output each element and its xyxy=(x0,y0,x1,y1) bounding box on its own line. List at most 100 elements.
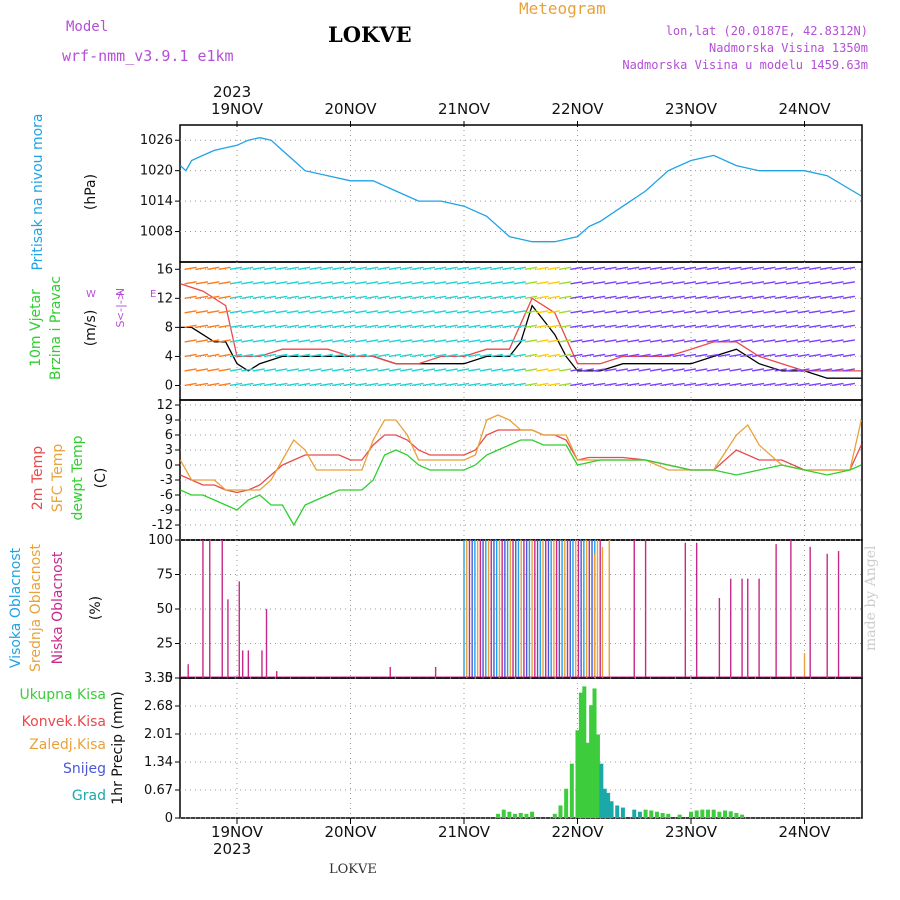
wind-arrow xyxy=(366,266,379,270)
wind-arrow xyxy=(751,339,765,343)
precip-ytick-label: 0 xyxy=(165,811,173,826)
wind-arrow xyxy=(820,324,833,329)
wind-arrow xyxy=(297,382,311,387)
wind-arrow xyxy=(786,295,799,300)
wind-arrow xyxy=(661,353,674,358)
wind-arrow xyxy=(490,353,504,358)
precip-bar xyxy=(575,730,580,818)
wind-arrow xyxy=(207,382,220,387)
wind-arrow xyxy=(490,295,504,300)
wind-arrow xyxy=(661,295,674,300)
wind-arrow xyxy=(184,266,197,270)
wind-arrow xyxy=(649,310,663,314)
wind-arrow xyxy=(763,310,776,314)
wind-arrow xyxy=(218,339,231,343)
wind-arrow xyxy=(218,324,231,329)
wind-arrow xyxy=(831,310,844,314)
precip-bar xyxy=(700,809,705,818)
precip-legend-0: Ukupna Kisa xyxy=(19,687,106,703)
wind-arrow xyxy=(286,266,299,270)
wind-arrow xyxy=(456,310,470,314)
wind-arrow xyxy=(422,353,436,358)
wind-arrow xyxy=(661,281,674,285)
wind-arrow xyxy=(400,368,413,372)
precip-bar xyxy=(689,811,693,818)
wind-arrow xyxy=(774,281,787,285)
wind-arrow xyxy=(479,353,492,358)
x-label-bottom: 19NOV xyxy=(211,823,264,841)
wind-arrow xyxy=(695,324,708,329)
wind-arrow xyxy=(672,339,685,343)
precip-bar xyxy=(552,813,557,818)
precip-ytick-label: 0.67 xyxy=(144,783,173,798)
wind-arrow xyxy=(241,281,254,285)
wind-arrow xyxy=(808,324,821,329)
series-speed xyxy=(180,304,862,379)
wind-arrow xyxy=(786,310,799,314)
wind-arrow xyxy=(434,368,447,372)
wind-arrow xyxy=(468,281,481,285)
wind-arrow xyxy=(842,339,856,343)
wind-ytick-label: 4 xyxy=(165,349,173,364)
wind-arrow xyxy=(842,281,856,285)
wind-arrow xyxy=(581,368,594,372)
wind-arrow xyxy=(388,310,402,314)
precip-bar xyxy=(615,805,620,818)
wind-arrow xyxy=(207,339,220,343)
clouds-ytick-label: 100 xyxy=(148,533,173,548)
wind-arrow xyxy=(422,339,436,343)
x-label-bottom: 24NOV xyxy=(778,823,831,841)
wind-arrow xyxy=(581,295,594,300)
wind-arrow xyxy=(547,368,560,372)
wind-arrow xyxy=(683,266,697,270)
wind-arrow xyxy=(820,281,833,285)
wind-arrow xyxy=(615,324,629,329)
wind-arrow xyxy=(388,266,402,270)
wind-arrow xyxy=(706,266,719,270)
wind-arrow xyxy=(638,339,651,343)
wind-arrow xyxy=(524,368,538,372)
wind-arrow xyxy=(445,368,458,372)
wind-arrow xyxy=(309,339,322,343)
wind-arrow xyxy=(195,266,209,270)
wind-arrow xyxy=(661,382,674,387)
wind-arrow xyxy=(184,339,197,343)
wind-arrow xyxy=(366,281,379,285)
clouds-ytick-label: 25 xyxy=(156,637,173,652)
wind-arrow xyxy=(717,368,731,372)
wind-arrow xyxy=(297,353,311,358)
series-gust xyxy=(180,283,862,372)
wind-arrow xyxy=(218,310,231,314)
wind-arrow xyxy=(559,368,572,372)
wind-arrow xyxy=(547,382,560,387)
wind-arrow xyxy=(740,324,753,329)
wind-arrow xyxy=(218,281,231,285)
wind-arrow xyxy=(456,353,470,358)
precip-bar xyxy=(569,763,574,818)
wind-arrow xyxy=(263,368,277,372)
precip-unit-label: 1hr Precip (mm) xyxy=(110,691,126,804)
wind-arrow xyxy=(445,339,458,343)
wind-arrow xyxy=(195,281,209,285)
wind-arrow xyxy=(400,353,413,358)
wind-arrow xyxy=(218,353,231,358)
wind-arrow xyxy=(808,339,821,343)
wind-arrow xyxy=(774,382,787,387)
wind-arrow xyxy=(354,382,367,387)
wind-arrow xyxy=(479,281,492,285)
wind-arrow xyxy=(536,281,549,285)
wind-arrow xyxy=(547,353,560,358)
wind-arrow xyxy=(366,382,379,387)
series-sfc-temp xyxy=(179,414,862,491)
wind-arrow xyxy=(502,266,515,270)
wind-arrow xyxy=(434,295,447,300)
wind-arrow xyxy=(445,310,458,314)
wind-arrow xyxy=(195,324,209,329)
wind-arrow xyxy=(706,281,719,285)
wind-arrow xyxy=(683,339,697,343)
wind-arrow xyxy=(388,353,402,358)
wind-arrow xyxy=(627,339,640,343)
x-label-top: 22NOV xyxy=(551,100,604,118)
wind-arrow xyxy=(649,339,663,343)
precip-bar xyxy=(501,809,506,818)
